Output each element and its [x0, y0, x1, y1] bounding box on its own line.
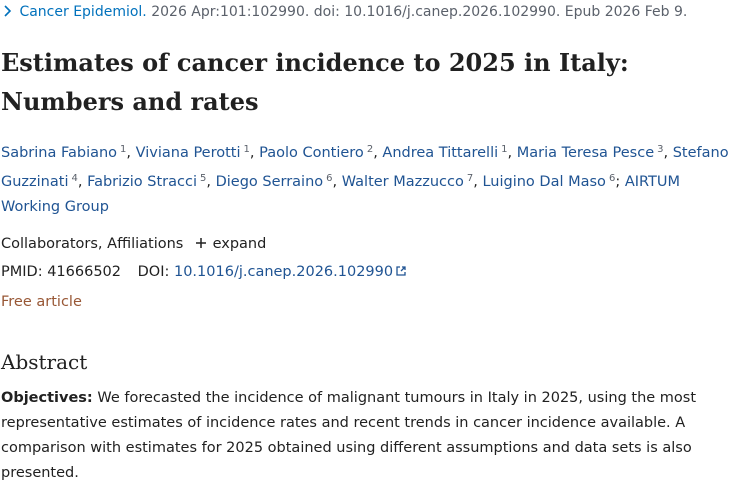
- citation: Cancer Epidemiol. 2026 Apr:101:102990. d…: [1, 4, 742, 26]
- journal-link[interactable]: Cancer Epidemiol.: [19, 4, 147, 20]
- author-link[interactable]: Paolo Contiero: [259, 145, 364, 161]
- author-separator: ,: [473, 174, 478, 190]
- affiliation-number: 6: [326, 173, 333, 184]
- affiliation-number: 1: [501, 144, 508, 155]
- author-link[interactable]: Walter Mazzucco: [341, 174, 464, 190]
- author-link[interactable]: Luigino Dal Maso: [482, 174, 606, 190]
- chevron-icon: [4, 5, 12, 17]
- author-link[interactable]: Fabrizio Stracci: [87, 174, 197, 190]
- author-link[interactable]: Maria Teresa Pesce: [516, 145, 655, 161]
- citation-details: 2026 Apr:101:102990. doi: 10.1016/j.cane…: [151, 4, 688, 20]
- author-separator: ,: [507, 145, 513, 161]
- abstract-paragraph: Objectives: We forecasted the incidence …: [1, 386, 731, 486]
- author-separator: ;: [615, 174, 621, 190]
- affiliation-number: 1: [120, 144, 127, 155]
- objectives-label: Objectives:: [1, 390, 93, 406]
- article-title: Estimates of cancer incidence to 2025 in…: [1, 48, 629, 116]
- external-icon: [396, 266, 406, 276]
- author-separator: ,: [126, 145, 132, 161]
- author-separator: ,: [249, 145, 255, 161]
- author-list: Sabrina Fabiano 1, Viviana Perotti 1, Paol…: [1, 137, 736, 220]
- author-separator: ,: [332, 174, 338, 190]
- affiliation-number: 5: [199, 173, 207, 184]
- page: Cancer Epidemiol. 2026 Apr:101:102990. d…: [0, 4, 750, 500]
- collaborators-row: Collaborators, Affiliations expand: [1, 230, 742, 258]
- article: Cancer Epidemiol. 2026 Apr:101:102990. d…: [0, 4, 750, 486]
- affiliation-number: 4: [71, 173, 78, 184]
- affiliation-number: 2: [366, 144, 374, 155]
- affiliation-number: 6: [608, 173, 616, 184]
- collaborators[interactable]: Collaborators, Affiliations: [1, 236, 184, 252]
- abstract-heading: Abstract: [1, 350, 88, 374]
- affiliation-number: 1: [243, 144, 250, 155]
- author-link[interactable]: Andrea Tittarelli: [382, 145, 499, 161]
- abstract-text: We forecasted the incidence of malignant…: [1, 390, 697, 481]
- pmid-value: 41666502: [47, 264, 122, 280]
- group-link[interactable]: AIRTUM Working Group: [1, 174, 681, 215]
- identifiers: PMID: 41666502 DOI: 10.1016/j.canep.2026…: [1, 258, 742, 286]
- free-article: Free article: [1, 294, 82, 310]
- author-separator: ,: [206, 174, 211, 190]
- author-separator: ,: [663, 145, 669, 161]
- author-separator: ,: [373, 145, 378, 161]
- pmid-label: PMID:: [1, 264, 43, 280]
- author-link[interactable]: Viviana Perotti: [135, 145, 241, 161]
- affiliation-number: 7: [466, 173, 474, 184]
- author-link[interactable]: Diego Serraino: [215, 174, 324, 190]
- author-separator: ,: [77, 174, 83, 190]
- expand-button[interactable]: expand: [212, 236, 267, 252]
- doi-label: DOI:: [137, 264, 170, 280]
- author-link[interactable]: Sabrina Fabiano: [1, 145, 118, 161]
- author-link[interactable]: Stefano Guzzinati: [1, 145, 729, 190]
- plus-icon: [195, 238, 206, 248]
- affiliation-number: 3: [657, 144, 664, 155]
- doi-link[interactable]: 10.1016/j.canep.2026.102990: [173, 264, 394, 280]
